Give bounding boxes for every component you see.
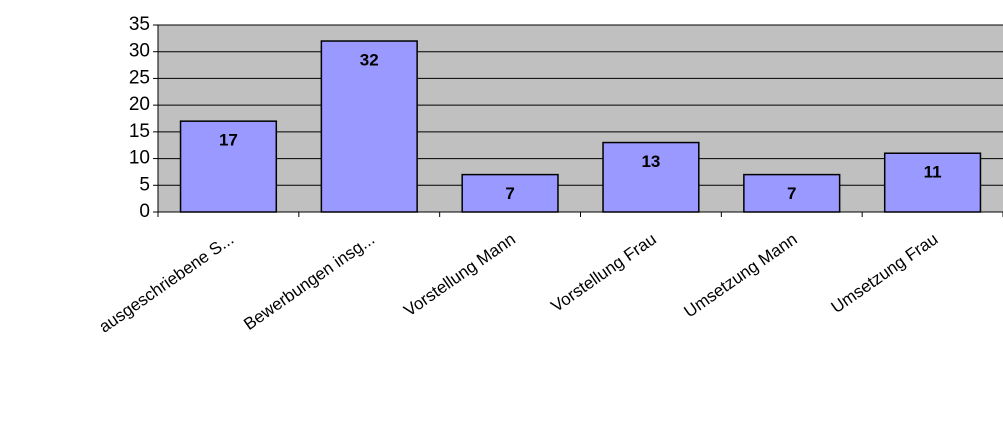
y-tick-label: 20	[129, 94, 150, 115]
value-label: 13	[641, 152, 660, 171]
y-tick-label: 5	[139, 174, 150, 195]
value-label: 7	[505, 184, 514, 203]
bar	[883, 152, 982, 213]
value-label: 11	[924, 163, 942, 182]
x-tick-label: Umsetzung Frau	[828, 229, 942, 317]
value-label: 7	[787, 184, 796, 203]
bar	[602, 141, 700, 213]
x-tick-label: Vorstellung Mann	[400, 229, 519, 320]
x-tick-label: Bewerbungen insg...	[240, 229, 378, 333]
value-label: 32	[360, 51, 379, 70]
bar	[179, 120, 278, 213]
y-tick-label: 10	[129, 148, 150, 169]
y-tick-label: 25	[129, 67, 150, 88]
x-tick-label: ausgeschriebene S...	[96, 229, 238, 336]
y-tick-label: 15	[129, 121, 150, 142]
y-tick-label: 30	[129, 41, 150, 62]
bar	[320, 40, 418, 213]
x-tick-label: Vorstellung Frau	[547, 229, 659, 316]
y-tick-label: 35	[129, 14, 150, 35]
y-tick-label: 0	[139, 201, 150, 222]
bar	[743, 173, 841, 213]
value-label: 17	[219, 131, 238, 150]
bar	[461, 173, 559, 213]
x-tick-label: Umsetzung Mann	[681, 229, 801, 321]
plot-area	[158, 25, 1003, 212]
